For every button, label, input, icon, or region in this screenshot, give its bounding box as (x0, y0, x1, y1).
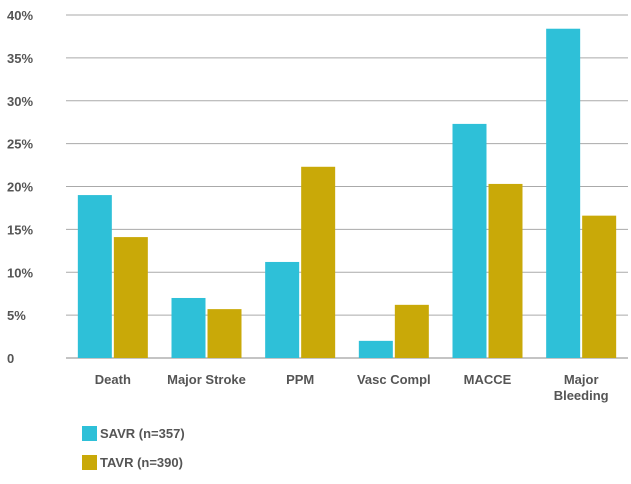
x-tick-label: Death (95, 372, 131, 387)
y-tick-label: 20% (7, 180, 33, 195)
legend-item-tavr: TAVR (n=390) (82, 455, 185, 470)
legend-label-savr: SAVR (n=357) (100, 426, 185, 441)
gridlines (66, 14, 628, 359)
legend-item-savr: SAVR (n=357) (82, 426, 185, 441)
bar (394, 304, 429, 358)
x-axis-ticks: Death Major Stroke PPM Vasc Compl MACCE Major… (95, 372, 609, 403)
x-tick-label: Major Stroke (167, 372, 246, 387)
legend-swatch-tavr (82, 455, 97, 470)
legend-swatch-savr (82, 426, 97, 441)
bar (77, 195, 112, 358)
y-tick-label: 15% (7, 222, 33, 237)
legend-label-tavr: TAVR (n=390) (100, 455, 183, 470)
x-tick-label-line: Bleeding (554, 388, 609, 403)
x-tick-label: PPM (286, 372, 314, 387)
bar (113, 237, 148, 358)
bar (265, 261, 300, 358)
x-tick-label-line: Major (564, 372, 599, 387)
y-tick-label: 25% (7, 137, 33, 152)
bar (207, 309, 242, 358)
bar (582, 215, 617, 358)
y-tick-label: 40% (7, 8, 33, 23)
bar (488, 183, 523, 358)
bar (301, 166, 336, 358)
y-axis-ticks: 0 5% 10% 15% 20% 25% 30% 35% 40% (7, 8, 33, 366)
x-tick-label-line: MACCE (464, 372, 512, 387)
bar-chart: 0 5% 10% 15% 20% 25% 30% 35% 40% Death Major Stro… (7, 8, 628, 403)
bar (358, 340, 393, 358)
chart-area: 0 5% 10% 15% 20% 25% 30% 35% 40% Death Major Stro… (7, 8, 628, 403)
y-tick-label: 10% (7, 265, 33, 280)
bars (77, 28, 617, 358)
x-tick-label-line: Vasc Compl (357, 372, 431, 387)
x-tick-label-line: Death (95, 372, 131, 387)
y-tick-label: 35% (7, 51, 33, 66)
bar (171, 297, 206, 358)
bar (546, 28, 581, 358)
legend: SAVR (n=357) TAVR (n=390) (82, 426, 185, 484)
x-tick-label: Major Bleeding (554, 372, 609, 403)
x-tick-label: Vasc Compl (357, 372, 431, 387)
bar (452, 123, 487, 358)
y-tick-label: 30% (7, 94, 33, 109)
x-tick-label-line: PPM (286, 372, 314, 387)
y-tick-label: 0 (7, 351, 14, 366)
x-tick-label: MACCE (464, 372, 512, 387)
x-tick-label-line: Major Stroke (167, 372, 246, 387)
y-tick-label: 5% (7, 308, 26, 323)
